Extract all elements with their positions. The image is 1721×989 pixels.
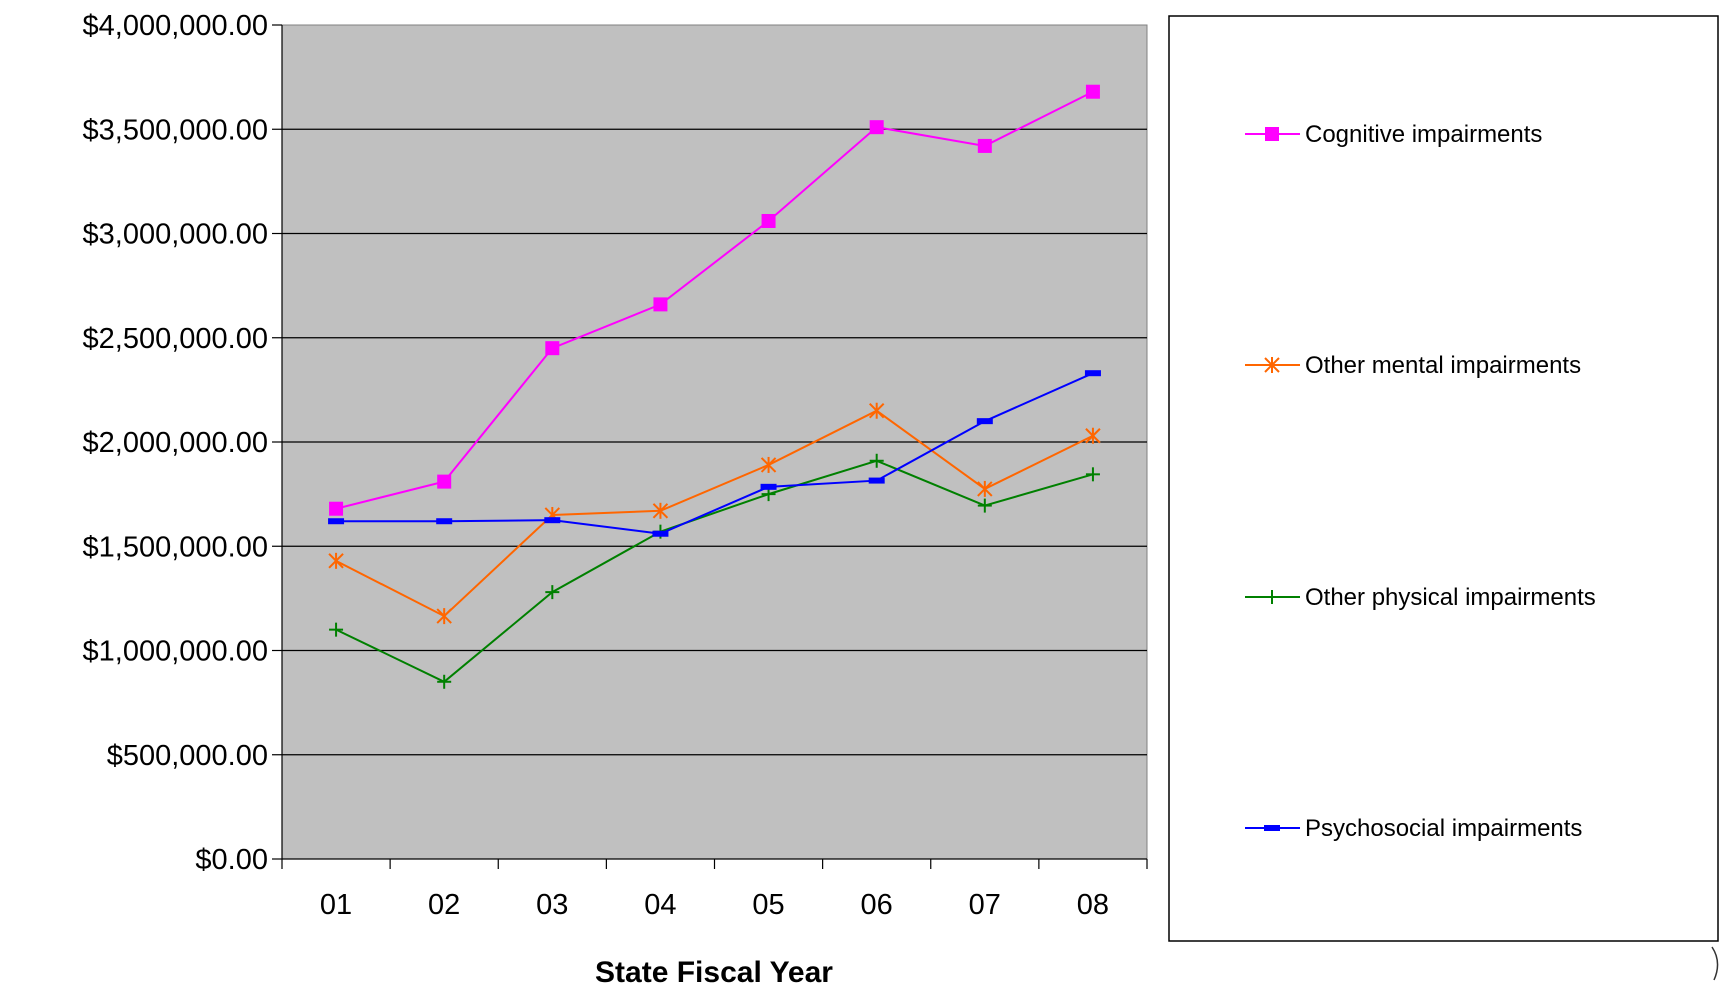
data-point xyxy=(436,608,452,625)
x-tick-label: 05 xyxy=(752,889,784,921)
legend-label: Cognitive impairments xyxy=(1305,121,1542,148)
legend-item-cognitive-impairments: Cognitive impairments xyxy=(1245,121,1542,148)
data-point xyxy=(760,483,777,490)
y-tick-label: $3,500,000.00 xyxy=(83,114,268,146)
data-point xyxy=(977,498,992,513)
legend-item-other-physical-impairments: Other physical impairments xyxy=(1245,584,1596,611)
x-tick-label: 01 xyxy=(320,889,352,921)
y-tick-label: $1,000,000.00 xyxy=(83,636,268,668)
data-point xyxy=(977,138,992,153)
y-tick-labels: $0.00 $500,000.00 $1,000,000.00 $1,500,000.… xyxy=(83,10,268,876)
legend-item-psychosocial-impairments: Psychosocial impairments xyxy=(1245,815,1582,842)
x-tick-label: 06 xyxy=(861,889,893,921)
gridlines xyxy=(282,128,1147,756)
x-tick-label: 08 xyxy=(1077,889,1109,921)
legend-item-other-mental-impairments: Other mental impairments xyxy=(1245,352,1581,379)
legend-label: Other mental impairments xyxy=(1305,352,1581,379)
data-point xyxy=(652,502,669,519)
legend-marker xyxy=(1264,825,1280,831)
series-line xyxy=(335,409,1094,618)
x-tick-labels: 01 02 03 04 05 06 07 08 xyxy=(320,889,1109,921)
data-point xyxy=(436,518,453,525)
y-tick-label: $2,500,000.00 xyxy=(83,323,268,355)
series-psychosocial-impairments xyxy=(328,370,1101,537)
series-line xyxy=(335,90,1094,510)
corner-decoration xyxy=(1711,946,1719,981)
data-point xyxy=(1085,467,1100,482)
data-point xyxy=(761,213,776,228)
series-other-mental-impairments xyxy=(328,402,1101,625)
data-point xyxy=(437,674,452,689)
data-point xyxy=(976,418,993,425)
data-point xyxy=(1085,84,1100,99)
y-tick-label: $4,000,000.00 xyxy=(83,10,268,42)
axes xyxy=(272,24,1148,869)
data-point xyxy=(437,474,452,489)
series-line xyxy=(336,372,1094,535)
x-tick-label: 02 xyxy=(428,889,460,921)
data-point xyxy=(653,297,668,312)
y-tick-label: $1,500,000.00 xyxy=(83,531,268,563)
legend-box xyxy=(1168,15,1719,942)
data-point xyxy=(545,585,560,600)
legend: Cognitive impairments Other mental impair… xyxy=(1245,121,1596,842)
x-tick-label: 03 xyxy=(536,889,568,921)
legend-label: Psychosocial impairments xyxy=(1305,815,1582,842)
y-tick-label: $3,000,000.00 xyxy=(83,219,268,251)
data-point xyxy=(544,517,561,524)
legend-label: Other physical impairments xyxy=(1305,584,1596,611)
series-cognitive-impairments xyxy=(329,84,1100,516)
series-lines xyxy=(328,84,1101,689)
data-point xyxy=(760,456,777,473)
series-line xyxy=(335,459,1094,683)
data-point xyxy=(328,552,344,569)
y-tick-label: $2,000,000.00 xyxy=(83,427,268,459)
x-tick-label: 07 xyxy=(969,889,1001,921)
legend-marker xyxy=(1265,590,1279,604)
data-point xyxy=(652,530,669,537)
data-point xyxy=(869,120,884,135)
data-point xyxy=(868,402,885,419)
y-tick-label: $500,000.00 xyxy=(107,740,268,772)
y-tick-label: $0.00 xyxy=(195,844,268,876)
legend-marker xyxy=(1264,357,1280,373)
x-tick-label: 04 xyxy=(644,889,676,921)
data-point xyxy=(329,501,344,516)
data-point xyxy=(328,518,345,525)
legend-marker xyxy=(1265,127,1279,141)
data-point xyxy=(869,453,884,468)
data-point xyxy=(1084,370,1101,377)
data-point xyxy=(545,341,560,356)
data-point xyxy=(329,622,344,637)
data-point xyxy=(1085,427,1101,444)
series-other-physical-impairments xyxy=(329,453,1100,689)
data-point xyxy=(977,480,993,497)
data-point xyxy=(868,477,885,484)
x-axis-title: State Fiscal Year xyxy=(595,956,833,989)
